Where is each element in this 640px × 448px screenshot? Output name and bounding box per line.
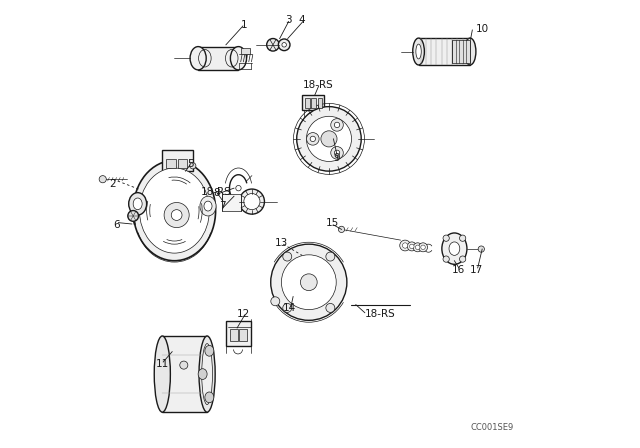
Ellipse shape xyxy=(415,245,420,250)
Ellipse shape xyxy=(128,211,139,221)
Ellipse shape xyxy=(413,243,422,252)
Ellipse shape xyxy=(419,243,428,252)
Text: 14: 14 xyxy=(283,303,296,313)
Ellipse shape xyxy=(421,245,425,250)
Ellipse shape xyxy=(205,392,214,403)
Ellipse shape xyxy=(164,202,189,228)
Ellipse shape xyxy=(416,44,421,59)
Text: 8: 8 xyxy=(212,188,220,198)
Ellipse shape xyxy=(282,43,287,47)
Ellipse shape xyxy=(244,194,260,210)
Text: 13: 13 xyxy=(275,238,289,248)
Bar xyxy=(419,38,470,65)
Ellipse shape xyxy=(282,255,336,310)
Bar xyxy=(226,321,251,346)
Bar xyxy=(318,98,323,108)
Bar xyxy=(222,194,241,211)
Ellipse shape xyxy=(133,198,142,210)
Ellipse shape xyxy=(307,133,319,145)
Bar xyxy=(177,159,188,168)
Ellipse shape xyxy=(283,252,292,261)
Ellipse shape xyxy=(326,303,335,312)
Text: 16: 16 xyxy=(452,265,465,275)
Ellipse shape xyxy=(129,193,147,215)
Text: 10: 10 xyxy=(476,24,489,34)
Text: 3: 3 xyxy=(285,15,292,25)
Ellipse shape xyxy=(204,201,212,211)
Ellipse shape xyxy=(271,244,347,320)
Ellipse shape xyxy=(403,243,408,248)
Ellipse shape xyxy=(267,39,279,51)
Bar xyxy=(166,159,176,168)
Ellipse shape xyxy=(271,297,280,306)
Ellipse shape xyxy=(407,242,417,251)
Ellipse shape xyxy=(326,252,335,261)
Ellipse shape xyxy=(460,235,466,241)
Ellipse shape xyxy=(140,168,209,253)
Ellipse shape xyxy=(307,116,351,161)
Ellipse shape xyxy=(200,196,216,216)
Bar xyxy=(452,40,470,63)
Text: CC001SE9: CC001SE9 xyxy=(471,423,514,432)
Ellipse shape xyxy=(331,119,343,131)
Ellipse shape xyxy=(339,226,345,233)
Ellipse shape xyxy=(198,369,207,379)
Bar xyxy=(302,95,324,110)
Ellipse shape xyxy=(413,38,424,65)
Text: 1: 1 xyxy=(241,20,247,30)
Text: 5: 5 xyxy=(187,159,193,168)
Ellipse shape xyxy=(230,47,246,70)
Ellipse shape xyxy=(410,244,414,249)
Bar xyxy=(312,98,316,108)
Ellipse shape xyxy=(297,107,361,171)
Ellipse shape xyxy=(443,256,449,262)
Text: 11: 11 xyxy=(156,359,169,369)
Polygon shape xyxy=(241,48,250,54)
Ellipse shape xyxy=(190,47,206,70)
Ellipse shape xyxy=(321,131,337,147)
Ellipse shape xyxy=(443,235,449,241)
Text: 9: 9 xyxy=(333,153,340,163)
Ellipse shape xyxy=(172,210,182,220)
Text: 12: 12 xyxy=(237,309,250,319)
Ellipse shape xyxy=(239,189,264,214)
Ellipse shape xyxy=(133,160,216,261)
Text: 18-RS: 18-RS xyxy=(302,80,333,90)
Ellipse shape xyxy=(310,136,316,142)
Ellipse shape xyxy=(334,150,340,155)
Ellipse shape xyxy=(154,336,170,412)
Text: 18-RS: 18-RS xyxy=(365,309,396,319)
Bar xyxy=(230,329,237,341)
Text: 17: 17 xyxy=(470,265,483,275)
Text: 7: 7 xyxy=(219,201,226,211)
Ellipse shape xyxy=(460,256,466,262)
Ellipse shape xyxy=(278,39,290,51)
Ellipse shape xyxy=(449,242,460,255)
Ellipse shape xyxy=(400,240,410,251)
Text: 2: 2 xyxy=(109,179,116,189)
Text: 4: 4 xyxy=(299,15,305,25)
Ellipse shape xyxy=(331,146,343,159)
Ellipse shape xyxy=(334,122,340,128)
Bar xyxy=(163,336,207,412)
Bar xyxy=(305,98,310,108)
Ellipse shape xyxy=(300,274,317,291)
Bar xyxy=(163,150,193,171)
Ellipse shape xyxy=(202,344,212,405)
Text: 15: 15 xyxy=(326,218,339,228)
Ellipse shape xyxy=(283,303,292,312)
Bar xyxy=(198,47,239,70)
Ellipse shape xyxy=(478,246,484,252)
Text: 6: 6 xyxy=(113,220,120,230)
Ellipse shape xyxy=(442,233,467,264)
Ellipse shape xyxy=(189,163,196,169)
Ellipse shape xyxy=(99,176,106,183)
Text: 18-RS: 18-RS xyxy=(201,187,232,197)
Ellipse shape xyxy=(180,361,188,369)
Ellipse shape xyxy=(205,345,214,356)
Bar xyxy=(239,329,248,341)
Ellipse shape xyxy=(199,336,215,412)
Ellipse shape xyxy=(464,38,476,65)
